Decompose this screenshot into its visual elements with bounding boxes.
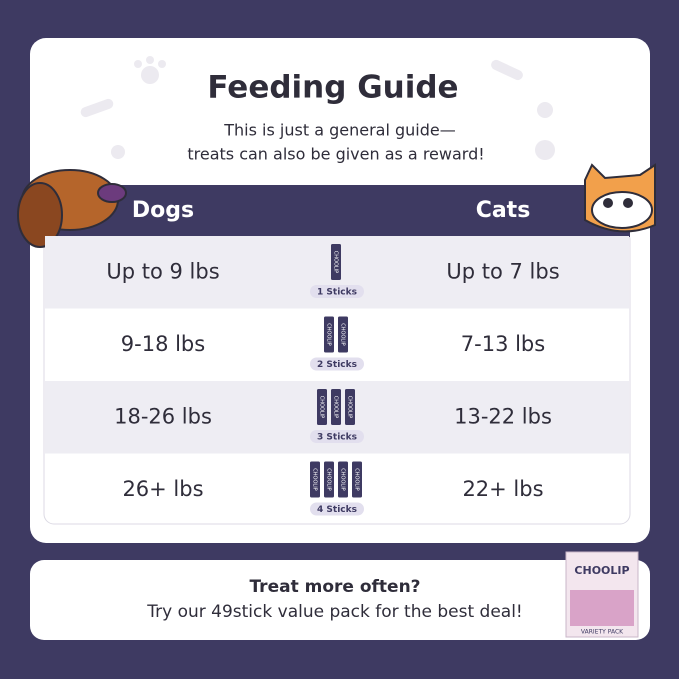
subtitle: This is just a general guide— [223,121,455,140]
header-dogs: Dogs [132,198,194,223]
footer-heading: Treat more often? [249,577,420,597]
stick-brand: CHOOLIP [340,323,346,345]
product-pack: CHOOLIP VARIETY PACK [565,551,639,638]
cat-illustration [584,163,656,233]
stick-icon [331,244,341,280]
stick-brand: CHOOLIP [326,468,332,490]
stick-brand: CHOOLIP [340,468,346,490]
cat-weight: Up to 7 lbs [446,259,559,283]
stick-brand: CHOOLIP [312,468,318,490]
stick-brand: CHOOLIP [319,396,325,418]
header-cats: Cats [476,198,531,223]
stick-icon [317,389,327,425]
stick-brand: CHOOLIP [333,251,339,273]
stick-icon [324,316,334,353]
dog-weight: 9-18 lbs [121,332,205,356]
stick-brand: CHOOLIP [333,396,339,418]
stick-count: 2 Sticks [317,360,357,370]
cat-weight: 13-22 lbs [454,404,552,428]
pack-brand: CHOOLIP [574,564,629,577]
title: Feeding Guide [207,70,458,106]
footer-text: Try our 49stick value pack for the best … [146,602,523,622]
stick-pill [310,502,364,516]
stick-icon [352,461,362,498]
cat-weight: 22+ lbs [462,477,543,501]
subtitle: treats can also be given as a reward! [187,145,484,164]
stick-icon [345,389,355,425]
stick-pill [310,357,364,371]
stick-icon [324,461,334,498]
dog-weight: 18-26 lbs [114,404,212,428]
stick-count: 3 Sticks [317,433,357,443]
stick-icon [338,461,348,498]
dog-weight: Up to 9 lbs [106,259,219,283]
footer-card [30,560,650,640]
stick-count: 4 Sticks [317,505,357,515]
stick-pill [310,430,364,443]
stick-count: 1 Sticks [317,288,357,298]
stick-brand: CHOOLIP [326,323,332,345]
stick-brand: CHOOLIP [354,468,360,490]
dog-illustration [17,169,127,248]
dog-weight: 26+ lbs [122,477,203,501]
stick-icon [338,316,348,353]
pack-variant: VARIETY PACK [581,629,624,636]
stick-brand: CHOOLIP [347,396,353,418]
stick-pill [310,285,364,298]
cat-weight: 7-13 lbs [461,332,545,356]
stick-icon [310,461,320,498]
table-body: Up to 9 lbs Up to 7 lbs CHOOLIP 1 Sticks 9-1… [45,236,629,516]
decor [80,56,555,160]
stick-icon [331,389,341,425]
